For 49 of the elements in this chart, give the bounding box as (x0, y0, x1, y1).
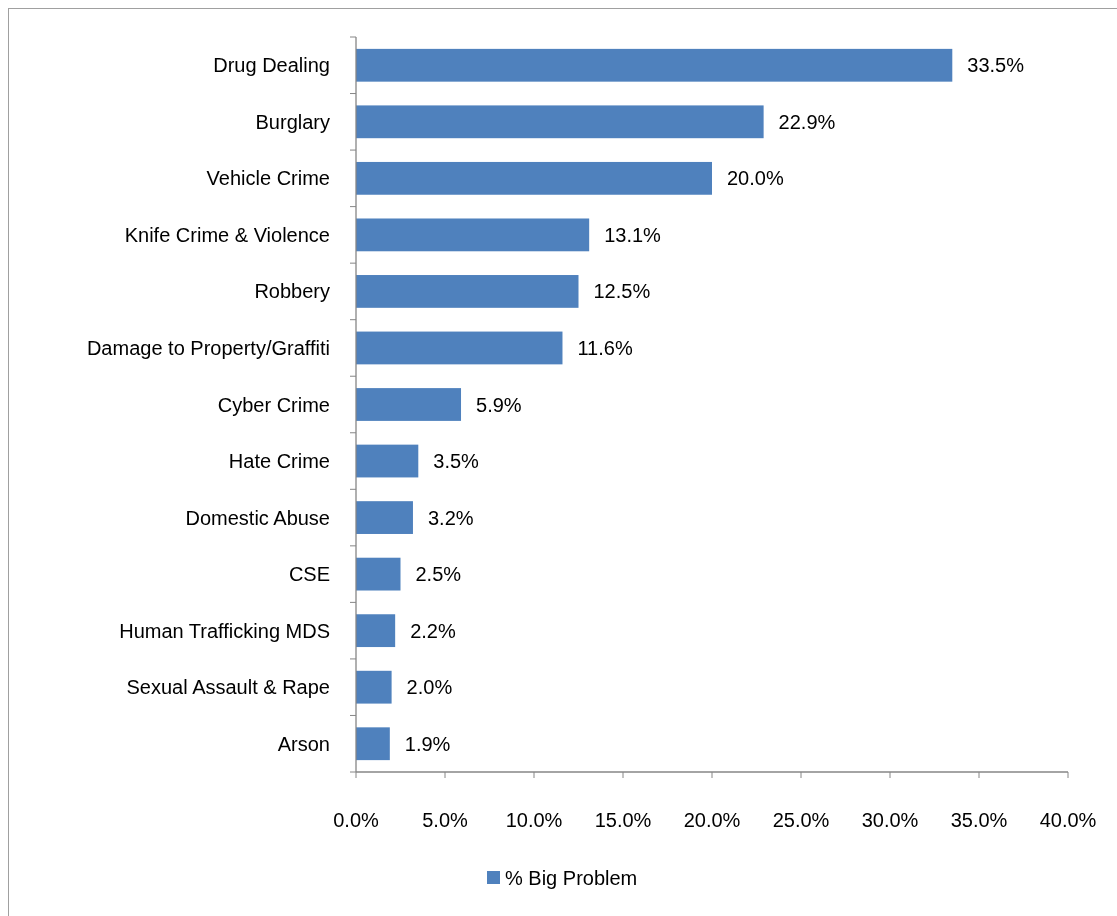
bar (356, 331, 563, 365)
data-label: 2.2% (410, 619, 456, 642)
data-label: 5.9% (476, 393, 522, 416)
x-tick-label: 40.0% (1039, 809, 1097, 831)
x-tick-label: 20.0% (683, 809, 741, 831)
y-tick-label: Arson (277, 732, 330, 755)
y-tick-label: CSE (288, 563, 330, 586)
y-tick-label: Sexual Assault & Rape (126, 676, 330, 699)
x-tick-label: 25.0% (772, 809, 830, 831)
x-tick-label: 5.0% (422, 809, 469, 831)
bar (356, 670, 392, 704)
data-label: 12.5% (593, 280, 651, 303)
bar (356, 501, 413, 534)
data-label: 3.2% (427, 506, 474, 529)
data-label: 20.0% (727, 167, 784, 190)
bar (356, 218, 590, 252)
bar (356, 614, 396, 648)
data-label: 22.9% (778, 110, 836, 133)
bar (356, 48, 953, 82)
x-tick-label: 0.0% (333, 809, 380, 831)
data-label: 13.1% (604, 223, 662, 246)
bar (356, 444, 419, 478)
x-tick-label: 15.0% (594, 809, 652, 831)
x-tick-label: 10.0% (505, 809, 563, 831)
bar (356, 161, 712, 195)
y-tick-label: Vehicle Crime (206, 167, 330, 190)
data-label: 2.0% (406, 676, 453, 699)
bar (356, 105, 764, 139)
y-tick-label: Damage to Property/Graffiti (86, 336, 330, 359)
y-tick-label: Burglary (255, 110, 330, 133)
legend-label: % Big Problem (505, 867, 638, 889)
y-tick-label: Knife Crime & Violence (124, 223, 330, 246)
bar (356, 727, 390, 761)
y-tick-label: Human Trafficking MDS (119, 619, 330, 642)
y-tick-label: Hate Crime (228, 450, 330, 473)
data-label: 2.5% (415, 563, 462, 586)
y-tick-label: Domestic Abuse (185, 506, 330, 529)
data-label: 1.9% (404, 732, 451, 755)
y-tick-label: Drug Dealing (213, 54, 330, 77)
bar (356, 388, 462, 421)
bar (356, 275, 579, 308)
x-tick-label: 30.0% (861, 809, 919, 831)
y-tick-label: Robbery (254, 280, 330, 303)
data-label: 33.5% (967, 54, 1025, 77)
data-label: 3.5% (433, 450, 480, 473)
x-tick-label: 35.0% (950, 809, 1008, 831)
data-label: 11.6% (577, 336, 633, 359)
bar (356, 557, 401, 591)
y-tick-label: Cyber Crime (217, 393, 330, 416)
